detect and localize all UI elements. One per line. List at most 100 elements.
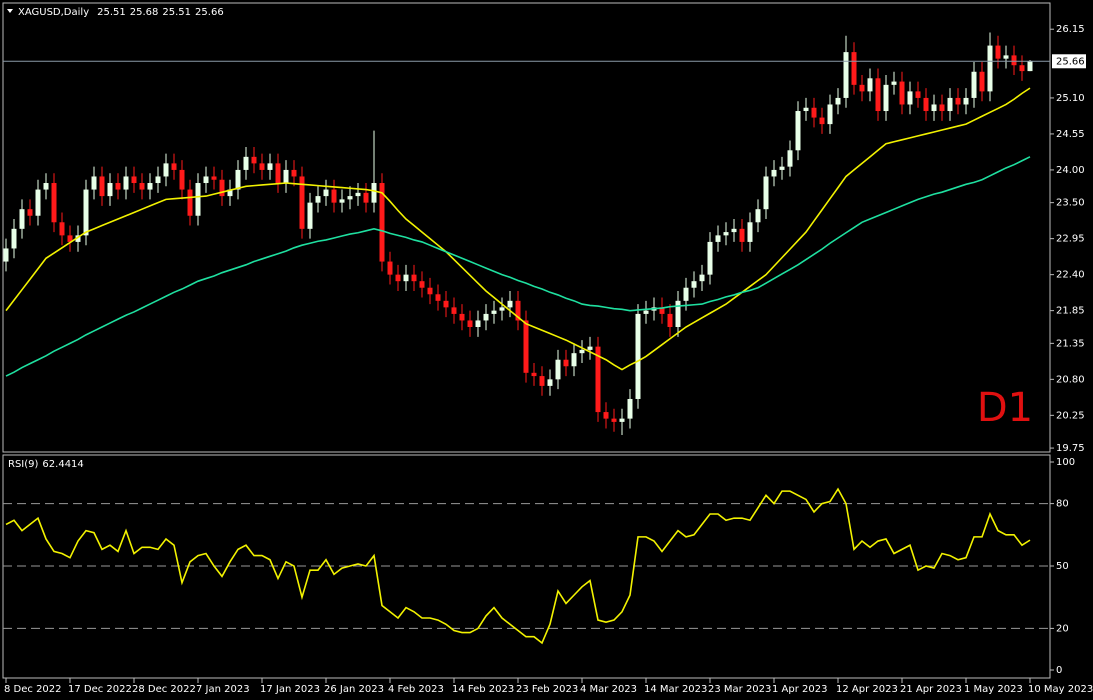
candle-body — [371, 183, 377, 203]
candle-body — [971, 71, 977, 98]
candle-body — [427, 287, 433, 295]
candle-body — [35, 189, 41, 216]
candle-body — [107, 183, 113, 197]
candle-body — [835, 97, 841, 105]
rsi-name: RSI(9) — [8, 459, 39, 470]
candle-body — [859, 84, 865, 92]
candle-body — [611, 418, 617, 422]
y-tick-label: 25.10 — [1056, 93, 1085, 104]
candle-body — [851, 52, 857, 85]
candle-body — [99, 176, 105, 197]
candle-body — [163, 163, 169, 177]
candle-body — [555, 359, 561, 380]
candle-body — [19, 209, 25, 229]
candle-body — [947, 97, 953, 112]
candle-body — [411, 274, 417, 282]
candle-body — [539, 376, 545, 386]
candle-body — [75, 235, 81, 242]
candle-body — [395, 274, 401, 282]
candle-body — [763, 176, 769, 210]
candle-body — [459, 313, 465, 321]
candle-body — [123, 176, 129, 190]
candle-body — [915, 91, 921, 98]
rsi-title: RSI(9) 62.4414 — [8, 459, 84, 470]
y-tick-label: 24.55 — [1056, 129, 1085, 140]
moving-average — [5, 156, 1031, 377]
candle-body — [667, 313, 673, 327]
candle-body — [171, 163, 177, 170]
candle-body — [683, 287, 689, 301]
candle-body — [203, 176, 209, 184]
candle-body — [587, 346, 593, 350]
candle-body — [139, 183, 145, 190]
candle-body — [307, 202, 313, 229]
candle-body — [419, 281, 425, 288]
candle-body — [83, 189, 89, 236]
y-tick-label: 80 — [1056, 499, 1069, 510]
x-tick-label: 17 Jan 2023 — [260, 684, 320, 695]
candle-body — [875, 78, 881, 112]
candle-body — [739, 228, 745, 242]
candle-body — [899, 81, 905, 105]
menu-arrow[interactable] — [7, 9, 13, 13]
candle-body — [475, 320, 481, 327]
candle-body — [787, 150, 793, 167]
candle-body — [931, 104, 937, 112]
candle-body — [1011, 55, 1017, 66]
y-tick-label: 26.15 — [1056, 24, 1085, 35]
candle-body — [291, 169, 297, 177]
candle-body — [91, 176, 97, 190]
candle-body — [283, 169, 289, 184]
candle-body — [227, 189, 233, 197]
y-tick-label: 0 — [1056, 665, 1062, 676]
candle-body — [379, 183, 385, 262]
x-tick-label: 28 Dec 2022 — [132, 684, 196, 695]
candle-body — [883, 84, 889, 112]
candle-body — [771, 169, 777, 177]
x-tick-label: 4 Feb 2023 — [388, 684, 444, 695]
x-tick-label: 26 Jan 2023 — [324, 684, 384, 695]
candle-body — [659, 307, 665, 314]
candle-body — [691, 281, 697, 288]
candle-body — [131, 176, 137, 184]
x-tick-label: 12 Apr 2023 — [836, 684, 898, 695]
low-value: 25.51 — [162, 7, 191, 18]
candle-body — [275, 163, 281, 184]
candle-body — [595, 346, 601, 413]
y-tick-label: 20.80 — [1056, 374, 1085, 385]
candle-body — [891, 81, 897, 85]
x-tick-label: 17 Dec 2022 — [68, 684, 132, 695]
candle-body — [235, 169, 241, 190]
candle-body — [483, 313, 489, 321]
close-value: 25.66 — [195, 7, 224, 18]
candle-body — [1019, 65, 1025, 72]
candle-body — [179, 169, 185, 190]
y-tick-label: 50 — [1056, 561, 1069, 572]
y-tick-label: 100 — [1056, 457, 1075, 468]
candle-body — [747, 222, 753, 242]
candle-body — [187, 189, 193, 216]
x-tick-label: 23 Feb 2023 — [516, 684, 578, 695]
candle-body — [267, 163, 273, 170]
y-tick-label: 23.50 — [1056, 198, 1085, 209]
candle-body — [331, 189, 337, 203]
candle-body — [11, 228, 17, 249]
candle-body — [707, 241, 713, 275]
y-tick-label: 22.95 — [1056, 234, 1085, 245]
candle-body — [195, 183, 201, 216]
y-tick-label: 22.40 — [1056, 270, 1085, 281]
x-tick-label: 14 Mar 2023 — [644, 684, 707, 695]
candle-body — [323, 189, 329, 197]
candle-body — [995, 45, 1001, 59]
candle-body — [147, 183, 153, 190]
rsi-line — [5, 487, 1031, 645]
candle-body — [347, 196, 353, 200]
candle-body — [619, 418, 625, 422]
x-tick-label: 1 May 2023 — [964, 684, 1023, 695]
candle-body — [843, 52, 849, 98]
candle-body — [979, 71, 985, 92]
candle-body — [867, 78, 873, 92]
moving-average — [5, 87, 1031, 371]
candle-body — [699, 274, 705, 282]
